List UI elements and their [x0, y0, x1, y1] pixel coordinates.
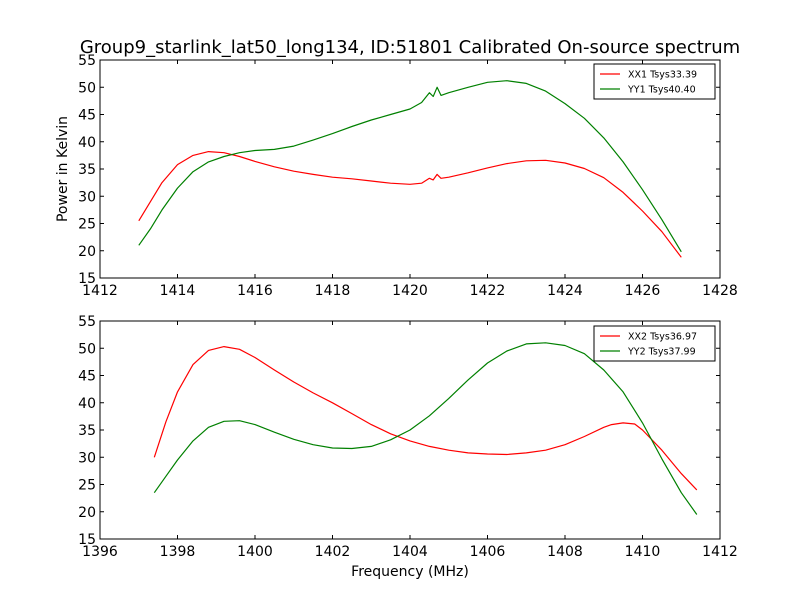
- x-tick-label: 1412: [702, 544, 738, 560]
- y-axis-label: Power in Kelvin: [55, 116, 71, 222]
- subplot-2: 1396 1398 1400 1402 1404 1406 1408 1410 1412 15 20…: [78, 314, 738, 580]
- x-tick-label: 1402: [315, 544, 351, 560]
- figure-title: Group9_starlink_lat50_long134, ID:51801 …: [80, 37, 740, 58]
- y-tick-label: 50: [78, 341, 96, 357]
- x-tick-label: 1410: [625, 544, 661, 560]
- legend: XX2 Tsys36.97 YY2 Tsys37.99: [593, 325, 716, 362]
- x-tick-label: 1408: [547, 544, 583, 560]
- series-line-2-1: [153, 346, 698, 491]
- x-tick-label: 1420: [392, 283, 428, 299]
- subplot-1: 1412 1414 1416 1418 1420 1422 1424 1426 1428 15 20…: [55, 53, 738, 299]
- y-tick-label: 45: [78, 108, 96, 124]
- x-tick-label: 1414: [160, 283, 196, 299]
- y-tick-label: 30: [78, 189, 96, 205]
- x-tick-label: 1406: [470, 544, 506, 560]
- x-tick-label: 1400: [237, 544, 273, 560]
- x-tick-label: 1422: [470, 283, 506, 299]
- y-tick-label: 40: [78, 396, 96, 412]
- x-tick-label: 1428: [702, 283, 738, 299]
- y-tick-label: 35: [78, 423, 96, 439]
- y-tick-label: 55: [78, 53, 96, 69]
- series-line-2-2: [153, 342, 698, 515]
- legend-entry: YY1 Tsys40.40: [627, 85, 696, 96]
- x-tick-label: 1398: [160, 544, 196, 560]
- plots-group: 1412 1414 1416 1418 1420 1422 1424 1426 1428 15 20…: [55, 53, 738, 580]
- x-tick-label: 1416: [237, 283, 273, 299]
- x-tick-label: 1412: [82, 283, 118, 299]
- y-tick-label: 20: [78, 505, 96, 521]
- legend-entry: YY2 Tsys37.99: [627, 347, 696, 358]
- y-tick-label: 40: [78, 135, 96, 151]
- y-tick-label: 15: [78, 271, 96, 287]
- y-tick-label: 25: [78, 217, 96, 233]
- x-tick-label: 1426: [625, 283, 661, 299]
- y-tick-label: 15: [78, 532, 96, 548]
- series-line-1-1: [138, 151, 682, 258]
- y-tick-label: 25: [78, 478, 96, 494]
- y-tick-label: 55: [78, 314, 96, 330]
- x-tick-label: 1424: [547, 283, 583, 299]
- y-tick-label: 35: [78, 162, 96, 178]
- x-tick-label: 1404: [392, 544, 428, 560]
- legend-box: [593, 325, 716, 362]
- legend-entry: XX2 Tsys36.97: [628, 332, 697, 343]
- x-tick-label: 1418: [315, 283, 351, 299]
- legend: XX1 Tsys33.39 YY1 Tsys40.40: [593, 63, 716, 100]
- y-tick-label: 20: [78, 244, 96, 260]
- series-line-1-2: [138, 80, 682, 253]
- y-tick-label: 45: [78, 369, 96, 385]
- y-tick-label: 50: [78, 80, 96, 96]
- legend-entry: XX1 Tsys33.39: [628, 70, 697, 81]
- y-tick-label: 30: [78, 450, 96, 466]
- x-tick-label: 1396: [82, 544, 118, 560]
- x-axis-label: Frequency (MHz): [351, 564, 469, 580]
- legend-box: [593, 63, 716, 100]
